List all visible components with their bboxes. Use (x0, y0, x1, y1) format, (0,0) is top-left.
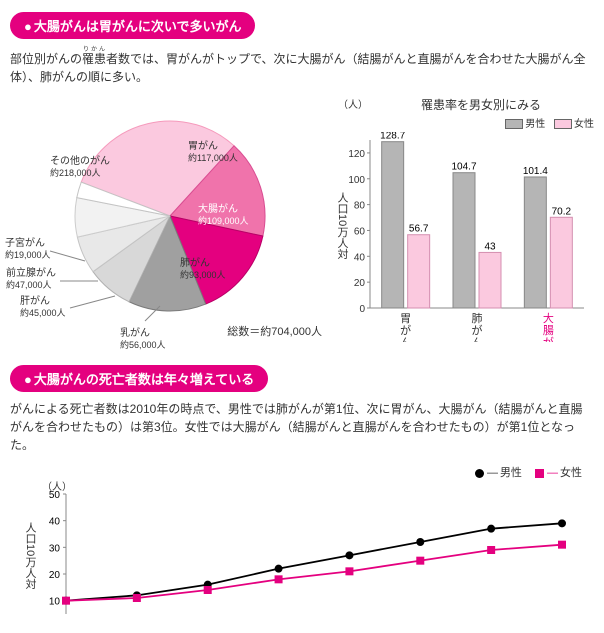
svg-text:肺: 肺 (472, 312, 483, 325)
pie-total: 総数＝約704,000人 (227, 323, 322, 339)
charts-row: その他のがん約218,000人 胃がん約117,000人大腸がん約109,000人… (10, 96, 594, 349)
pie-slice-label: 胃がん約117,000人 (188, 141, 238, 165)
line-chart: —男性 —女性 （人） 人口10万人対 1020304050 (22, 464, 582, 625)
svg-text:43: 43 (484, 241, 496, 252)
svg-text:60: 60 (354, 226, 366, 237)
pie-slice-label: その他のがん約218,000人 (50, 156, 110, 180)
bar-title: 罹患率を男女別にみる (338, 96, 594, 113)
pie-slice-label: 乳がん約56,000人 (120, 328, 166, 352)
pie-slice-label: 肺がん約93,000人 (180, 258, 226, 282)
svg-text:70.2: 70.2 (552, 206, 572, 217)
svg-text:20: 20 (354, 278, 366, 289)
bar-y-label: 人口10万人対 (334, 192, 350, 259)
line-y-unit: （人） (42, 478, 72, 493)
pie-slice-label: 大腸がん約109,000人 (198, 204, 249, 228)
svg-text:胃: 胃 (400, 312, 411, 325)
svg-text:40: 40 (49, 517, 61, 528)
section1-header: 大腸がんは胃がんに次いで多いがん (10, 12, 255, 39)
bar-y-unit: （人） (338, 96, 368, 111)
svg-text:56.7: 56.7 (409, 224, 429, 235)
pie-slice-label: 子宮がん約19,000人 (5, 238, 51, 262)
section1-intro: 部位別がんの罹患りかん者数では、胃がんがトップで、次に大腸がん（結腸がんと直腸が… (10, 47, 594, 86)
line-legend: —男性 —女性 (22, 464, 582, 480)
pie-chart: その他のがん約218,000人 胃がん約117,000人大腸がん約109,000人… (10, 96, 330, 349)
svg-text:ん: ん (472, 336, 483, 342)
svg-text:10: 10 (49, 597, 61, 608)
bar-legend: 男性 女性 (338, 115, 594, 130)
svg-text:101.4: 101.4 (523, 166, 548, 177)
section2-header: 大腸がんの死亡者数は年々増えている (10, 365, 268, 392)
svg-text:大: 大 (543, 311, 554, 325)
svg-text:ん: ん (400, 336, 411, 342)
pie-slice-label: 肝がん約45,000人 (20, 296, 66, 320)
line-y-label: 人口10万人対 (22, 522, 38, 589)
svg-text:が: が (472, 323, 483, 337)
section2-intro: がんによる死亡者数は2010年の時点で、男性では肺がんが第1位、次に胃がん、大腸… (10, 400, 594, 454)
svg-text:が: が (400, 323, 411, 337)
svg-text:が: が (543, 335, 554, 342)
svg-text:120: 120 (348, 149, 365, 160)
bar-chart: （人） 罹患率を男女別にみる 男性 女性 人口10万人対 02040608010… (338, 96, 594, 349)
svg-text:104.7: 104.7 (451, 162, 476, 173)
svg-text:100: 100 (348, 175, 365, 186)
svg-text:80: 80 (354, 201, 366, 212)
svg-text:40: 40 (354, 252, 366, 263)
svg-text:128.7: 128.7 (380, 132, 405, 142)
svg-text:30: 30 (49, 543, 61, 554)
svg-text:腸: 腸 (543, 324, 554, 337)
pie-slice-label: 前立腺がん約47,000人 (6, 268, 56, 292)
svg-text:0: 0 (359, 304, 365, 315)
svg-text:20: 20 (49, 570, 61, 581)
